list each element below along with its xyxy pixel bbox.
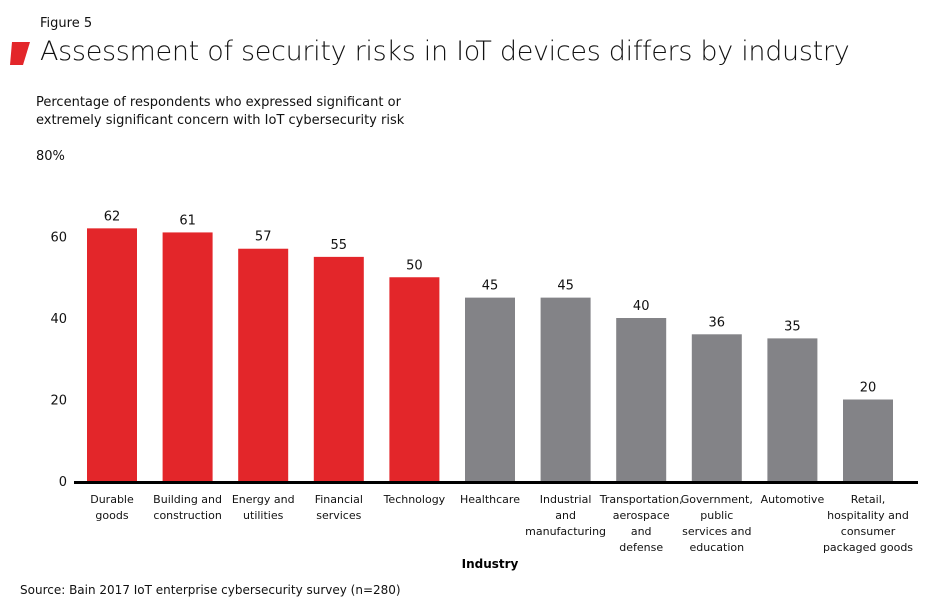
chart-subtitle: Percentage of respondents who expressed …: [36, 95, 405, 128]
bar: [313, 256, 364, 481]
x-tick-label: Industrial: [540, 493, 592, 506]
x-tick-label: Automotive: [761, 493, 825, 506]
y-tick-label: 40: [50, 312, 67, 327]
x-tick-label: defense: [619, 541, 663, 554]
x-tick-label: Building and: [153, 493, 222, 506]
x-tick-label: education: [690, 541, 745, 554]
bar: [238, 248, 289, 481]
x-tick-label: Healthcare: [460, 493, 520, 506]
x-tick-label: Technology: [383, 493, 446, 506]
data-label: 35: [784, 319, 801, 334]
x-tick-label: utilities: [243, 509, 284, 522]
data-label: 50: [406, 258, 423, 273]
x-axis-title: Industry: [462, 557, 519, 571]
x-tick-label: Energy and: [232, 493, 295, 506]
x-tick-label: and: [555, 509, 576, 522]
x-tick-label: construction: [153, 509, 221, 522]
bar: [843, 399, 893, 481]
data-label: 36: [709, 315, 726, 330]
bar: [389, 277, 440, 481]
y-tick-label: 20: [50, 394, 67, 409]
x-tick-label: hospitality and: [827, 509, 909, 522]
x-tick-label: goods: [95, 509, 128, 522]
bar: [465, 297, 515, 481]
x-tick-label: Retail,: [851, 493, 886, 506]
x-tick-label: manufacturing: [525, 525, 606, 538]
bar: [162, 232, 213, 481]
data-label: 62: [104, 209, 121, 224]
figure-label: Figure 5: [40, 16, 93, 31]
bar: [767, 338, 818, 481]
x-tick-label: aerospace: [613, 509, 670, 522]
bar: [540, 297, 591, 481]
x-tick-label: public: [700, 509, 733, 522]
data-label: 55: [331, 238, 348, 253]
bar: [691, 334, 742, 481]
y-tick-label: 80%: [36, 149, 65, 164]
x-tick-label: services: [316, 509, 361, 522]
x-tick-label: and: [631, 525, 652, 538]
x-tick-label: services and: [682, 525, 751, 538]
data-label: 57: [255, 230, 272, 245]
chart-title: Assessment of security risks in IoT devi…: [40, 36, 850, 67]
bar: [616, 318, 667, 481]
x-tick-label: consumer: [841, 525, 896, 538]
x-tick-label: Transportation,: [599, 493, 683, 506]
x-tick-label: Government,: [681, 493, 753, 506]
title-accent-mark: [10, 42, 30, 65]
data-label: 45: [482, 279, 499, 294]
y-tick-label: 60: [50, 231, 67, 246]
y-tick-label: 0: [59, 475, 67, 490]
bar: [87, 228, 137, 481]
x-tick-label: Financial: [315, 493, 363, 506]
x-tick-label: packaged goods: [823, 541, 913, 554]
data-label: 20: [860, 381, 877, 396]
source-note: Source: Bain 2017 IoT enterprise cyberse…: [20, 583, 401, 597]
data-label: 61: [179, 213, 196, 228]
data-label: 40: [633, 299, 650, 314]
data-label: 45: [557, 279, 574, 294]
x-tick-label: Durable: [90, 493, 134, 506]
